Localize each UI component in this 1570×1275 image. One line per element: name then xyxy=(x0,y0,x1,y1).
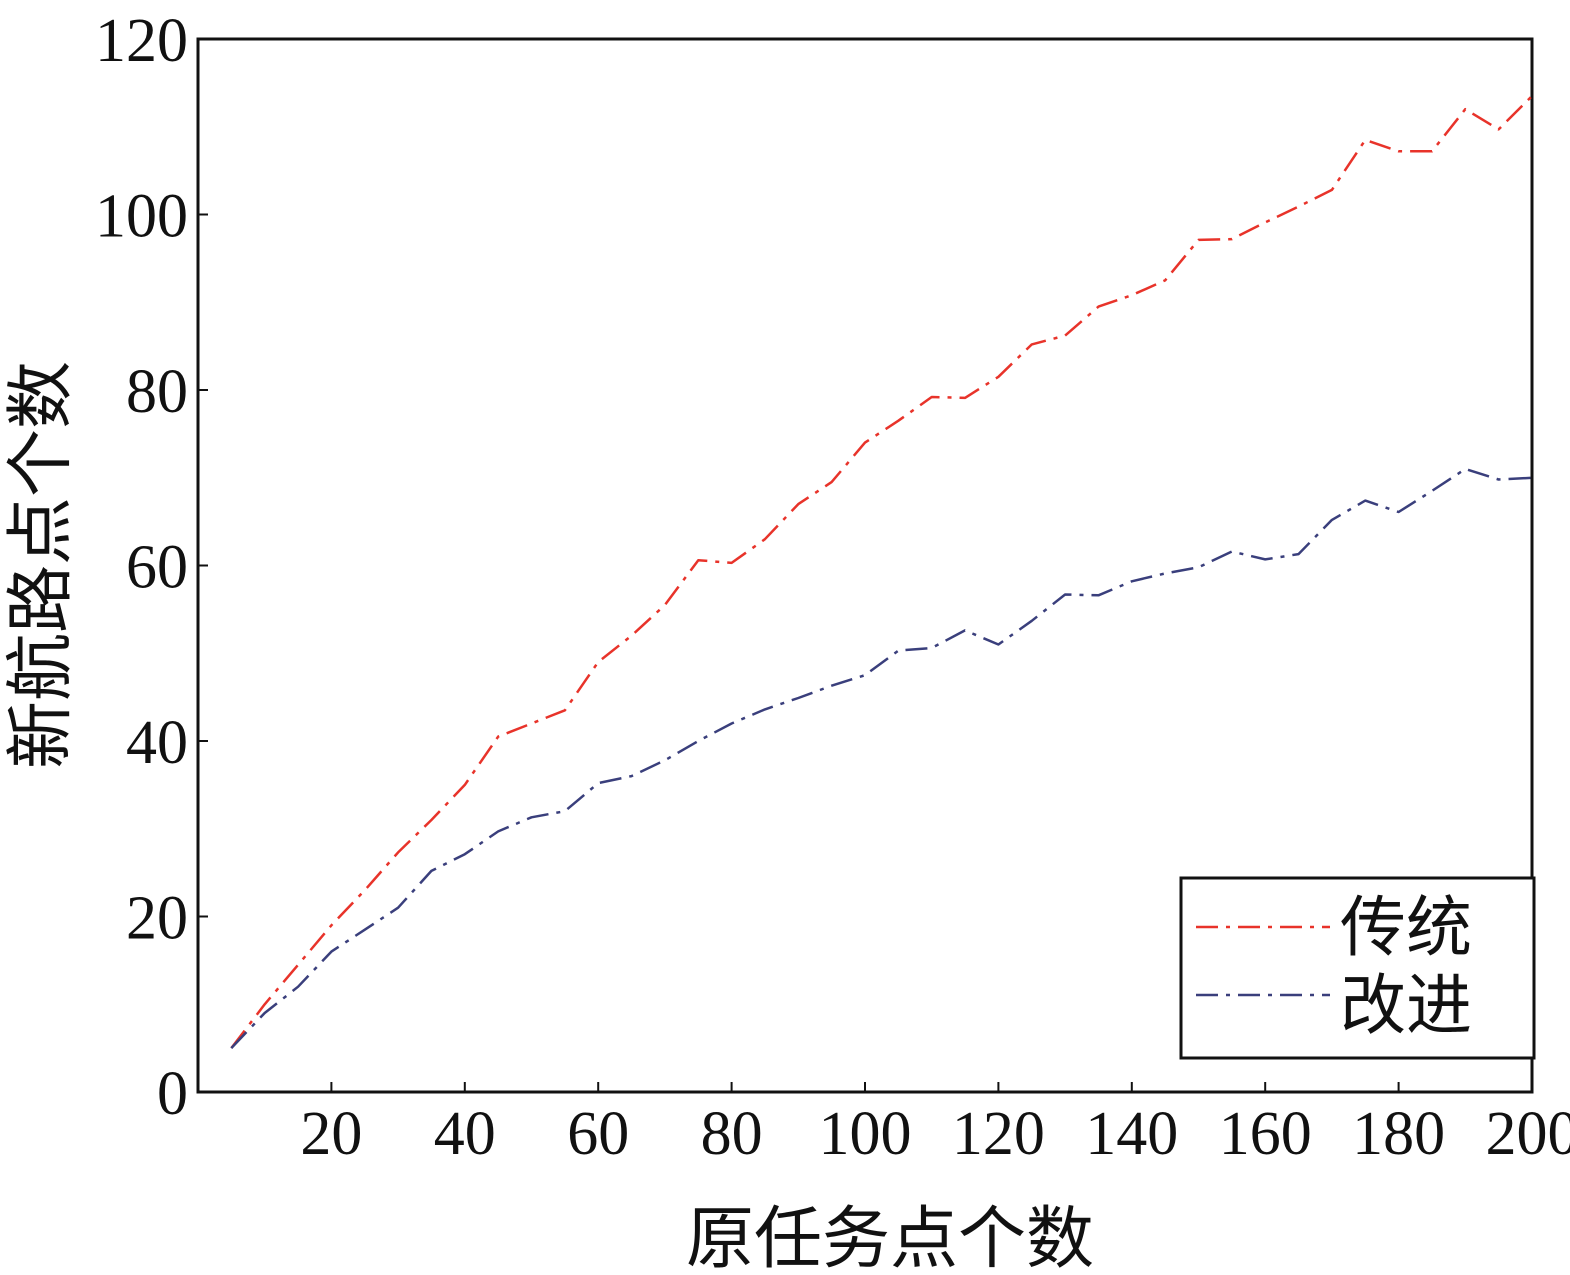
x-axis-label: 原任务点个数 xyxy=(686,1200,1094,1275)
series-lines xyxy=(230,95,1533,1049)
y-axis-ticks: 0 20 40 60 80 100 120 xyxy=(95,7,208,1128)
y-tick-label: 100 xyxy=(95,183,188,251)
x-tick-label: 180 xyxy=(1352,1100,1445,1168)
legend: 传统 改进 xyxy=(1179,876,1536,1060)
y-tick-label: 60 xyxy=(126,534,188,602)
y-axis-label: 新航路点个数 xyxy=(2,361,81,769)
x-tick-label: 120 xyxy=(952,1100,1045,1168)
legend-box xyxy=(1179,876,1536,1060)
y-tick-label: 40 xyxy=(126,709,188,777)
x-tick-label: 80 xyxy=(701,1100,763,1168)
x-tick-label: 60 xyxy=(567,1100,629,1168)
y-tick-label: 20 xyxy=(126,885,188,953)
x-tick-label: 140 xyxy=(1085,1100,1178,1168)
series-line-1 xyxy=(230,467,1533,1049)
series-line-0 xyxy=(230,95,1533,1049)
x-tick-label: 20 xyxy=(300,1100,362,1168)
y-tick-label: 120 xyxy=(95,7,188,75)
x-tick-label: 200 xyxy=(1486,1100,1570,1168)
legend-label-series-1: 改进 xyxy=(1340,967,1472,1044)
x-tick-label: 40 xyxy=(434,1100,496,1168)
x-axis-ticks: 20 40 60 80 100 120 140 160 180 200 xyxy=(300,1082,1570,1168)
x-tick-label: 160 xyxy=(1219,1100,1312,1168)
y-tick-label: 80 xyxy=(126,358,188,426)
x-tick-label: 100 xyxy=(819,1100,912,1168)
legend-label-series-0: 传统 xyxy=(1340,889,1472,966)
y-tick-label: 0 xyxy=(157,1060,188,1128)
